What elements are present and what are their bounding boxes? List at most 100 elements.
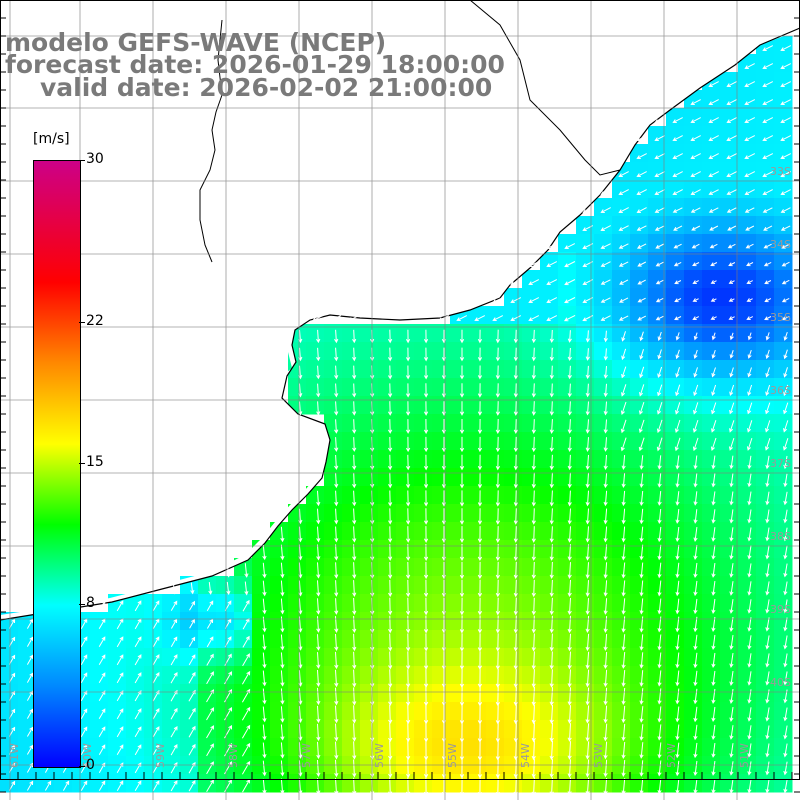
wind-speed-cell bbox=[306, 774, 325, 793]
wind-speed-cell bbox=[450, 396, 469, 415]
wind-arrow bbox=[636, 225, 647, 231]
wind-arrow bbox=[618, 243, 629, 249]
wind-arrow bbox=[747, 761, 752, 776]
wind-speed-cell bbox=[108, 666, 127, 685]
wind-speed-cell bbox=[594, 396, 613, 415]
wind-arrow bbox=[729, 617, 734, 632]
wind-speed-cell bbox=[540, 702, 559, 721]
wind-arrow bbox=[423, 436, 429, 453]
wind-speed-cell bbox=[612, 702, 631, 721]
wind-arrow bbox=[708, 153, 719, 159]
wind-speed-cell bbox=[288, 684, 307, 703]
wind-speed-cell bbox=[18, 738, 37, 757]
wind-speed-cell bbox=[558, 270, 577, 289]
wind-speed-cell bbox=[504, 396, 523, 415]
wind-arrow bbox=[474, 315, 486, 321]
wind-speed-cell bbox=[738, 288, 757, 307]
wind-speed-cell bbox=[522, 486, 541, 505]
wind-speed-cell bbox=[216, 648, 235, 667]
wind-arrow bbox=[423, 454, 429, 471]
wind-speed-cell bbox=[288, 774, 307, 793]
wind-arrow bbox=[352, 526, 357, 543]
wind-arrow bbox=[549, 419, 554, 434]
wind-arrow bbox=[693, 688, 698, 705]
wind-arrow bbox=[674, 298, 682, 303]
wind-arrow bbox=[603, 687, 608, 706]
wind-arrow bbox=[98, 744, 106, 756]
wind-arrow bbox=[423, 561, 429, 580]
wind-speed-cell bbox=[306, 666, 325, 685]
wind-arrow bbox=[98, 672, 106, 684]
wind-arrow bbox=[387, 436, 393, 453]
wind-speed-cell bbox=[18, 630, 37, 649]
wind-arrow bbox=[495, 543, 501, 562]
wind-arrow bbox=[693, 706, 698, 723]
wind-arrow bbox=[405, 436, 411, 453]
wind-arrow bbox=[765, 545, 770, 560]
wind-speed-cell bbox=[432, 522, 451, 541]
wind-arrow bbox=[495, 418, 501, 435]
wind-speed-cell bbox=[720, 324, 739, 343]
wind-arrow bbox=[262, 760, 267, 777]
wind-speed-cell bbox=[504, 684, 523, 703]
wind-speed-cell bbox=[360, 396, 379, 415]
wind-speed-cell bbox=[738, 306, 757, 325]
wind-arrow bbox=[80, 690, 88, 701]
wind-speed-cell bbox=[558, 342, 577, 361]
wind-speed-cell bbox=[468, 774, 487, 793]
wind-arrow bbox=[765, 367, 770, 378]
wind-arrow bbox=[495, 615, 500, 634]
wind-arrow bbox=[620, 419, 627, 434]
wind-arrow bbox=[585, 490, 590, 507]
wind-speed-cell bbox=[774, 648, 793, 667]
wind-arrow bbox=[226, 581, 231, 596]
wind-arrow bbox=[549, 759, 554, 778]
wind-speed-cell bbox=[720, 504, 739, 523]
wind-arrow bbox=[603, 366, 608, 379]
wind-speed-cell bbox=[324, 324, 343, 343]
wind-speed-cell bbox=[342, 540, 361, 559]
wind-speed-cell bbox=[594, 720, 613, 739]
wind-speed-cell bbox=[108, 684, 127, 703]
wind-arrow bbox=[280, 724, 285, 741]
wind-arrow bbox=[656, 419, 663, 434]
wind-speed-cell bbox=[468, 522, 487, 541]
wind-arrow bbox=[783, 473, 788, 488]
wind-speed-cell bbox=[216, 774, 235, 793]
wind-arrow bbox=[747, 635, 752, 650]
wind-arrow bbox=[711, 367, 716, 378]
wind-speed-cell bbox=[432, 378, 451, 397]
wind-arrow bbox=[405, 597, 411, 616]
colorbar-unit: [m/s] bbox=[33, 131, 70, 147]
wind-arrow bbox=[729, 350, 734, 359]
wind-arrow bbox=[567, 544, 572, 561]
wind-speed-cell bbox=[234, 684, 253, 703]
latitude-label: 36S bbox=[770, 384, 791, 397]
wind-speed-cell bbox=[666, 126, 685, 145]
wind-speed-cell bbox=[612, 432, 631, 451]
wind-speed-cell bbox=[720, 450, 739, 469]
wind-speed-cell bbox=[648, 342, 667, 361]
wind-speed-cell bbox=[522, 540, 541, 559]
wind-arrow bbox=[585, 508, 590, 525]
wind-arrow bbox=[388, 777, 393, 796]
wind-speed-cell bbox=[774, 324, 793, 343]
wind-speed-cell bbox=[630, 738, 649, 757]
wind-arrow bbox=[531, 544, 536, 561]
wind-arrow bbox=[405, 401, 411, 416]
wind-arrow bbox=[189, 600, 196, 611]
wind-speed-cell bbox=[108, 774, 127, 793]
wind-speed-cell bbox=[684, 468, 703, 487]
wind-speed-cell bbox=[378, 522, 397, 541]
wind-arrow bbox=[711, 652, 716, 669]
wind-speed-cell bbox=[612, 594, 631, 613]
wind-arrow bbox=[585, 437, 590, 452]
wind-speed-cell bbox=[720, 540, 739, 559]
wind-arrow bbox=[603, 580, 608, 597]
wind-speed-cell bbox=[702, 360, 721, 379]
wind-speed-cell bbox=[666, 702, 685, 721]
wind-arrow bbox=[638, 437, 645, 452]
wind-arrow bbox=[765, 563, 770, 578]
wind-arrow bbox=[152, 600, 160, 612]
wind-speed-cell bbox=[486, 486, 505, 505]
